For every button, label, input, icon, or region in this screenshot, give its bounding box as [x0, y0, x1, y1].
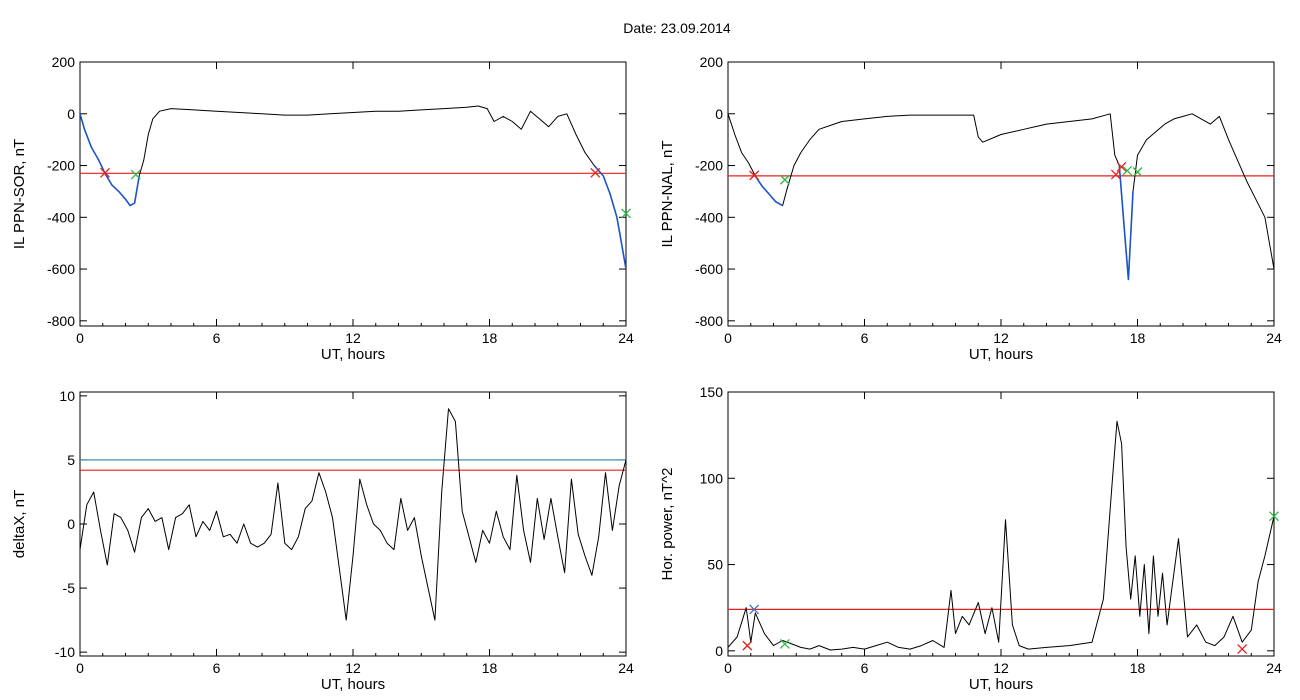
event-marker [621, 208, 631, 219]
x-tick-label: 24 [618, 660, 634, 676]
figure-title: Date: 23.09.2014 [623, 20, 731, 36]
highlight-segment [754, 175, 783, 207]
y-tick-label: -400 [695, 209, 723, 225]
y-axis-label: Hor. power, nT^2 [659, 468, 676, 581]
y-axis-label: IL PPN-SOR, nT [11, 139, 28, 249]
y-tick-label: -800 [47, 313, 75, 329]
panel-bottom-left: 0 6 12 18 24 -10 -5 0 5 10 UT, hours deltaX, nT [11, 388, 634, 693]
x-tick-label: 12 [993, 330, 1009, 346]
y-tick-label: 50 [707, 557, 723, 573]
panel-top-left: 0 6 12 18 24 -800 -600 -400 -200 0 200 UT, hours IL … [11, 54, 634, 363]
x-tick-label: 12 [345, 330, 361, 346]
y-tick-label: -200 [695, 158, 723, 174]
event-marker [749, 604, 760, 615]
y-tick-label: 0 [715, 643, 723, 659]
plot-area [728, 113, 1274, 281]
y-tick-label: -10 [55, 644, 75, 660]
y-tick-label: -600 [695, 261, 723, 277]
x-tick-label: 6 [861, 660, 869, 676]
x-tick-label: 18 [1130, 330, 1146, 346]
y-axis-label: IL PPN-NAL, nT [659, 141, 676, 248]
highlight-segment [80, 113, 140, 207]
event-marker [1110, 169, 1121, 180]
x-tick-label: 12 [345, 660, 361, 676]
x-tick-label: 0 [76, 330, 84, 346]
y-tick-label: -800 [695, 313, 723, 329]
x-tick-label: 18 [1130, 660, 1146, 676]
data-line [728, 113, 1274, 280]
event-marker [749, 170, 760, 181]
y-tick-label: 0 [67, 516, 75, 532]
plot-frame [79, 61, 627, 327]
data-line [728, 420, 1274, 651]
x-tick-label: 24 [1266, 660, 1282, 676]
data-line [80, 408, 626, 621]
panel-top-right: 0 6 12 18 24 -800 -600 -400 -200 0 200 UT, hours IL … [659, 54, 1282, 363]
event-marker [779, 174, 790, 185]
y-tick-label: -200 [47, 158, 75, 174]
y-tick-label: 200 [52, 54, 76, 70]
x-tick-label: 6 [213, 660, 221, 676]
event-marker [1116, 161, 1127, 172]
plot-area [728, 420, 1274, 651]
x-tick-label: 18 [482, 330, 498, 346]
x-axis-label: UT, hours [321, 676, 385, 693]
highlight-segment [593, 164, 626, 270]
data-line [80, 105, 626, 270]
y-tick-label: 0 [715, 106, 723, 122]
event-marker [1122, 165, 1133, 176]
plot-area [80, 408, 626, 621]
x-tick-label: 24 [1266, 330, 1282, 346]
plot-frame [727, 391, 1275, 657]
event-marker [590, 167, 601, 178]
x-tick-label: 0 [724, 330, 732, 346]
y-tick-label: 150 [700, 384, 724, 400]
y-tick-label: -400 [47, 209, 75, 225]
x-tick-label: 0 [724, 660, 732, 676]
panel-bottom-right: 0 6 12 18 24 0 50 100 150 UT, hours Hor. power, nT… [659, 384, 1282, 693]
y-tick-label: 10 [59, 388, 75, 404]
y-tick-label: 0 [67, 106, 75, 122]
event-marker [100, 167, 110, 178]
event-marker [130, 169, 141, 180]
highlight-segment [1118, 165, 1134, 281]
plot-frame [727, 61, 1275, 327]
y-tick-label: 200 [700, 54, 724, 70]
y-tick-label: -5 [63, 580, 76, 596]
x-axis-label: UT, hours [321, 346, 385, 363]
x-axis-label: UT, hours [969, 676, 1033, 693]
x-tick-label: 6 [213, 330, 221, 346]
event-marker [1237, 644, 1248, 655]
x-tick-label: 6 [861, 330, 869, 346]
y-tick-label: 5 [67, 452, 75, 468]
event-marker [1269, 511, 1279, 522]
event-marker [1132, 167, 1143, 177]
x-tick-label: 24 [618, 330, 634, 346]
y-axis-label: deltaX, nT [11, 490, 28, 558]
y-tick-label: -600 [47, 261, 75, 277]
x-tick-label: 12 [993, 660, 1009, 676]
plot-frame [79, 391, 627, 657]
x-tick-label: 18 [482, 660, 498, 676]
x-tick-label: 0 [76, 660, 84, 676]
event-marker [742, 640, 753, 651]
x-axis-label: UT, hours [969, 346, 1033, 363]
event-marker [779, 638, 790, 649]
y-tick-label: 100 [700, 470, 724, 486]
plot-area [80, 105, 626, 270]
